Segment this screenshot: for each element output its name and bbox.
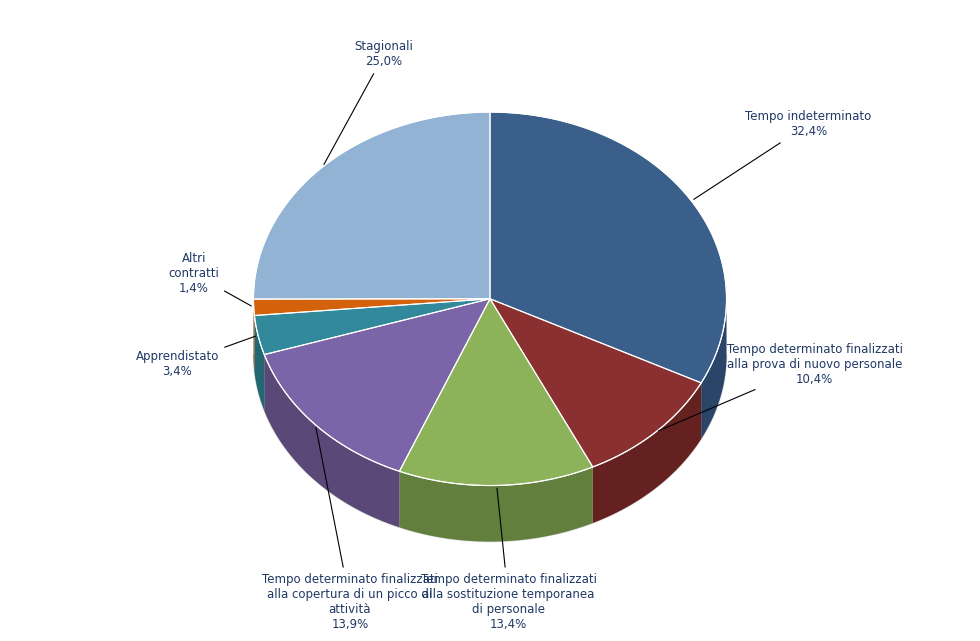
Text: Altri
contratti
1,4%: Altri contratti 1,4% xyxy=(169,253,251,306)
Polygon shape xyxy=(265,354,400,528)
Polygon shape xyxy=(254,112,490,299)
Polygon shape xyxy=(255,315,265,411)
Text: Apprendistato
3,4%: Apprendistato 3,4% xyxy=(136,336,256,378)
Text: Tempo indeterminato
32,4%: Tempo indeterminato 32,4% xyxy=(694,110,871,199)
Polygon shape xyxy=(593,383,702,523)
Text: Stagionali
25,0%: Stagionali 25,0% xyxy=(324,40,414,164)
Polygon shape xyxy=(254,355,726,542)
Polygon shape xyxy=(400,467,593,542)
Polygon shape xyxy=(490,112,726,383)
Polygon shape xyxy=(265,299,490,471)
Polygon shape xyxy=(400,299,593,485)
Polygon shape xyxy=(255,299,490,354)
Polygon shape xyxy=(254,299,490,315)
Polygon shape xyxy=(490,299,702,467)
Text: Tempo determinato finalizzati
alla prova di nuovo personale
10,4%: Tempo determinato finalizzati alla prova… xyxy=(659,343,903,431)
Text: Tempo determinato finalizzati
alla sostituzione temporanea
di personale
13,4%: Tempo determinato finalizzati alla sosti… xyxy=(420,488,597,631)
Text: Tempo determinato finalizzati
alla copertura di un picco di
attività
13,9%: Tempo determinato finalizzati alla coper… xyxy=(262,428,438,631)
Polygon shape xyxy=(702,300,726,439)
